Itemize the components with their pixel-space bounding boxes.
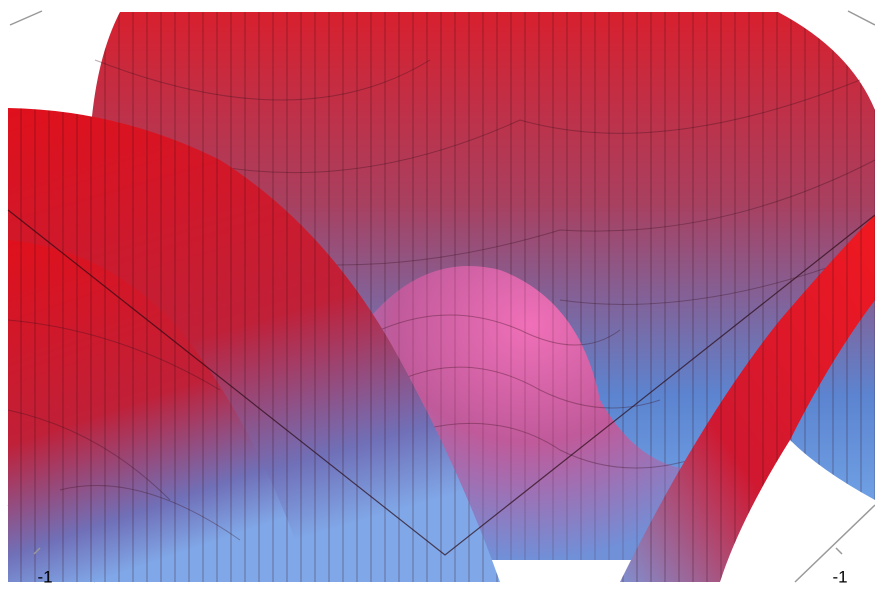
box-edge xyxy=(7,209,875,556)
axis-line xyxy=(794,504,875,583)
right-fold-mesh xyxy=(620,215,875,582)
x-tick-label: -1 xyxy=(37,567,52,586)
tick-mark xyxy=(33,547,41,555)
bump-mesh-lines xyxy=(379,314,691,469)
axis-line xyxy=(847,10,875,26)
left-mesh-lines xyxy=(7,319,241,541)
surface xyxy=(7,12,875,582)
tick-mark xyxy=(835,547,843,555)
axis-line xyxy=(9,10,43,26)
mesh-lines xyxy=(94,59,875,305)
y-tick-label: -1 xyxy=(832,567,847,586)
left-lower-fold-mesh xyxy=(8,240,310,582)
